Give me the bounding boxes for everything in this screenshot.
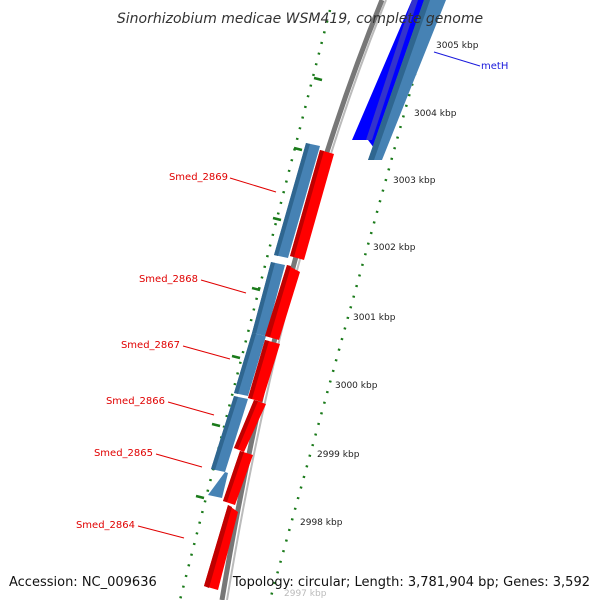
tick-label: 2999 kbp <box>317 450 360 460</box>
gene-label: Smed_2867 <box>121 340 180 351</box>
tick-label: 3000 kbp <box>335 381 378 391</box>
gene-label: Smed_2865 <box>94 448 153 459</box>
tick-label: 3005 kbp <box>436 41 479 51</box>
accession-text: Accession: NC_009636 <box>9 575 157 590</box>
tick-label: 3002 kbp <box>373 243 416 253</box>
backbone-arc-outer <box>219 0 385 600</box>
meth-connector <box>433 51 481 67</box>
tick-label: 2997 kbp <box>284 589 327 599</box>
blue-gene-track <box>208 143 320 498</box>
gene-steelblue-top-shade <box>368 0 430 160</box>
backbone-arc-inner <box>226 0 387 600</box>
tick-label: 2998 kbp <box>300 518 343 528</box>
gene-label: Smed_2864 <box>76 520 135 531</box>
red-gene-track <box>204 150 334 590</box>
inner-dotted-track <box>268 19 432 600</box>
map-title: Sinorhizobium medicae WSM419, complete g… <box>117 11 483 27</box>
tick-label: 3004 kbp <box>414 109 457 119</box>
feature-label-meth: metH <box>481 61 508 72</box>
gene-label: Smed_2869 <box>169 172 228 183</box>
tick-label: 3001 kbp <box>353 313 396 323</box>
topology-text: Topology: circular; Length: 3,781,904 bp… <box>232 575 590 590</box>
outer-dotted-track <box>178 9 332 600</box>
gene-highlight-blue-shade <box>366 0 418 140</box>
gene-label: Smed_2868 <box>139 274 198 285</box>
outer-track-dashes <box>195 76 323 500</box>
gene-label: Smed_2866 <box>106 396 165 407</box>
gene-label-connectors <box>137 177 277 539</box>
tick-label: 3003 kbp <box>393 176 436 186</box>
